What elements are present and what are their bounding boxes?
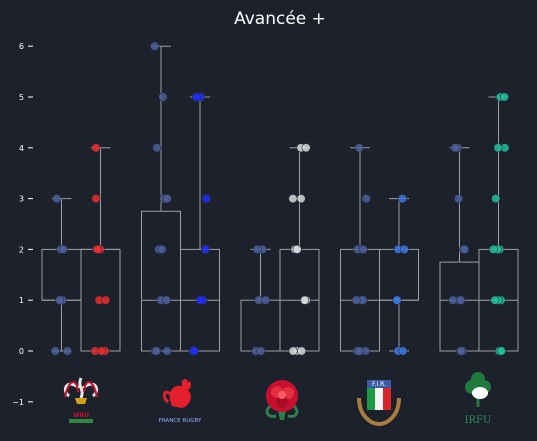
y-tick-label: 3 bbox=[19, 195, 24, 204]
data-point bbox=[292, 244, 302, 254]
data-point bbox=[96, 346, 106, 356]
data-point bbox=[496, 346, 506, 356]
data-point bbox=[297, 346, 307, 356]
data-point bbox=[296, 194, 306, 204]
data-point bbox=[55, 295, 65, 305]
data-point bbox=[392, 295, 402, 305]
box-iqr bbox=[240, 299, 281, 352]
data-point bbox=[50, 346, 60, 356]
data-point bbox=[454, 194, 464, 204]
data-point bbox=[460, 244, 470, 254]
data-point bbox=[252, 244, 262, 254]
team-logos: WRU FRANCE RUGBY F.I.R. bbox=[63, 372, 492, 427]
data-point bbox=[192, 92, 202, 102]
data-point bbox=[288, 346, 298, 356]
box-opponent bbox=[240, 244, 281, 356]
data-point bbox=[301, 143, 311, 153]
ireland-logo-icon: IRFU bbox=[465, 372, 492, 426]
box-team bbox=[180, 92, 220, 356]
team-group-england bbox=[240, 143, 320, 356]
team-group-ireland bbox=[439, 92, 519, 356]
data-point bbox=[151, 346, 161, 356]
data-point bbox=[158, 92, 168, 102]
data-point bbox=[162, 346, 172, 356]
y-tick-label: 6 bbox=[19, 42, 24, 51]
data-point bbox=[62, 346, 72, 356]
y-tick-label: 1 bbox=[19, 296, 24, 305]
data-point bbox=[195, 295, 205, 305]
y-axis: −1 0 1 2 3 4 5 6 bbox=[12, 42, 33, 407]
data-point bbox=[491, 194, 501, 204]
box-opponent bbox=[41, 194, 82, 356]
data-point bbox=[52, 194, 62, 204]
data-point bbox=[93, 244, 103, 254]
italy-logo-icon: F.I.R. bbox=[357, 380, 401, 427]
data-point bbox=[358, 244, 368, 254]
box-team bbox=[279, 143, 320, 356]
y-tick-label: 4 bbox=[19, 144, 24, 153]
data-point bbox=[490, 295, 500, 305]
box-opponent bbox=[340, 143, 380, 356]
data-point bbox=[488, 244, 498, 254]
data-point bbox=[450, 143, 460, 153]
data-point bbox=[91, 143, 101, 153]
box-team bbox=[478, 92, 519, 356]
ireland-logo-text: IRFU bbox=[465, 415, 492, 426]
y-tick-label: 2 bbox=[19, 245, 24, 254]
data-point bbox=[499, 92, 509, 102]
box-team bbox=[80, 143, 121, 356]
data-point bbox=[493, 143, 503, 153]
box-opponent bbox=[439, 143, 480, 356]
data-point bbox=[261, 295, 271, 305]
team-group-france bbox=[141, 41, 220, 356]
y-tick-label: 0 bbox=[19, 347, 24, 356]
data-point bbox=[399, 244, 409, 254]
england-rose-icon bbox=[265, 380, 299, 420]
data-point bbox=[58, 244, 68, 254]
data-point bbox=[351, 295, 361, 305]
wales-logo-text: WRU bbox=[73, 412, 89, 419]
data-point bbox=[300, 295, 310, 305]
data-point bbox=[448, 295, 458, 305]
data-point bbox=[189, 346, 199, 356]
data-point bbox=[256, 346, 266, 356]
data-point bbox=[91, 194, 101, 204]
data-point bbox=[157, 244, 167, 254]
france-logo-icon: FRANCE RUGBY bbox=[159, 379, 202, 424]
data-point bbox=[162, 194, 172, 204]
data-point bbox=[354, 346, 364, 356]
box-team bbox=[379, 194, 419, 356]
data-point bbox=[456, 295, 466, 305]
team-group-wales bbox=[41, 143, 121, 356]
data-point bbox=[152, 143, 162, 153]
chart-title: Avancée + bbox=[234, 9, 326, 29]
data-point bbox=[201, 194, 211, 204]
box-iqr bbox=[439, 261, 480, 352]
box-opponent bbox=[141, 41, 181, 356]
data-point bbox=[150, 41, 160, 51]
y-tick-label: −1 bbox=[12, 398, 24, 407]
team-group-italy bbox=[340, 143, 419, 356]
data-point bbox=[288, 194, 298, 204]
data-point bbox=[398, 346, 408, 356]
data-point bbox=[397, 194, 407, 204]
france-logo-text: FRANCE RUGBY bbox=[159, 418, 202, 424]
italy-logo-text: F.I.R. bbox=[372, 381, 386, 388]
box-iqr bbox=[41, 248, 82, 301]
data-point bbox=[354, 143, 364, 153]
data-point bbox=[456, 346, 466, 356]
data-point bbox=[162, 295, 172, 305]
wales-logo-icon: WRU bbox=[63, 377, 99, 423]
data-point bbox=[101, 295, 111, 305]
plot-area bbox=[41, 41, 519, 356]
data-point bbox=[200, 244, 210, 254]
box-iqr bbox=[141, 210, 181, 352]
box-iqr bbox=[379, 248, 419, 301]
y-tick-label: 5 bbox=[19, 93, 24, 102]
data-point bbox=[361, 194, 371, 204]
